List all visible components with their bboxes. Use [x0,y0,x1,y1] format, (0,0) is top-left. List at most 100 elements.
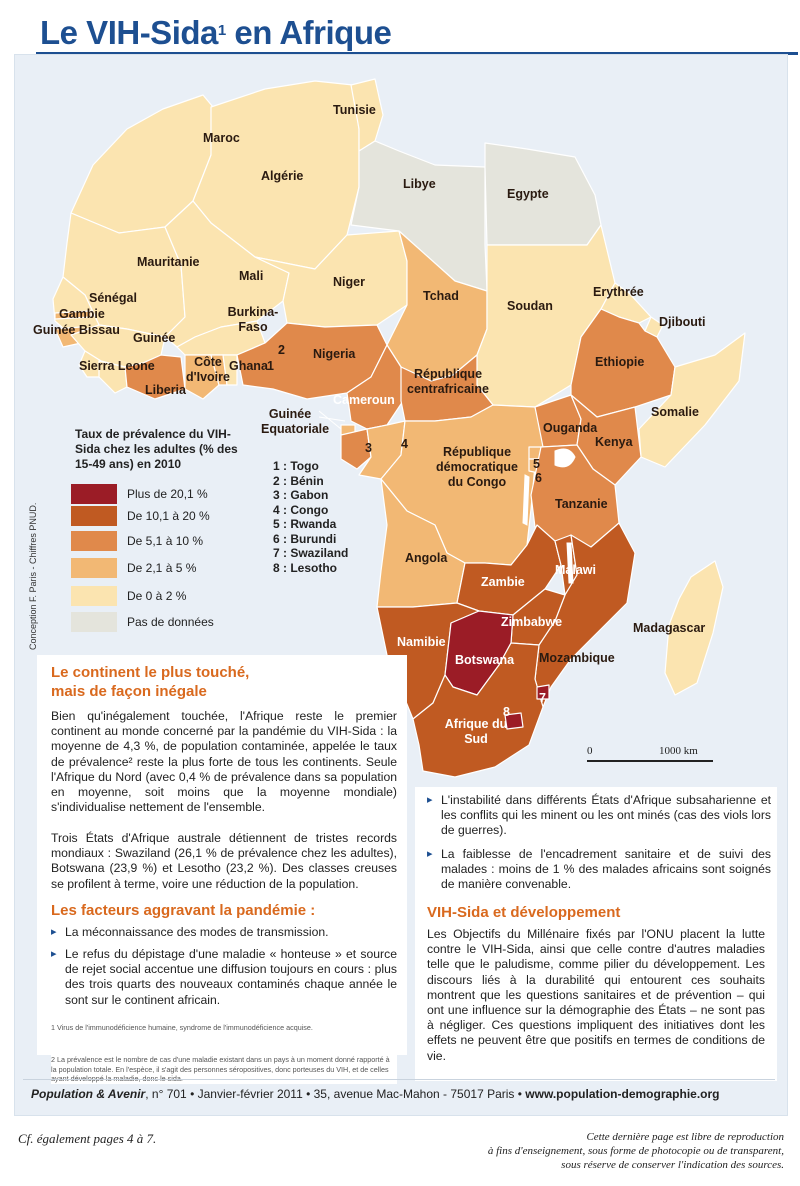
label-num-5: 5 [533,457,540,471]
legend-row-5: De 0 à 2 % [71,585,186,607]
label-botswana: Botswana [455,653,515,667]
reproduction-line-2: à fins d'enseignement, sous forme de pho… [487,1145,784,1157]
legend-swatch-6 [71,612,117,632]
label-num-2: 2 [278,343,285,357]
label-cote-ivoire: Côte d'Ivoire [186,355,230,384]
label-num-1: 1 [267,359,274,373]
lake-victoria-icon [554,448,576,468]
label-somalie: Somalie [651,405,699,419]
numbered-item: 2 : Bénin [273,473,324,488]
footer-url[interactable]: www.population-demographie.org [525,1087,720,1101]
label-erythree: Erythrée [593,285,644,299]
label-rdc: République démocratique du Congo [436,445,518,489]
section2-heading: Les facteurs aggravant la pandémie : [51,902,316,919]
scale-zero: 0 [587,745,593,757]
see-also-note: Cf. également pages 4 à 7. [18,1131,157,1146]
label-tunisie: Tunisie [333,103,376,117]
label-rca: République centrafricaine [407,367,489,396]
label-guinee-eq: Guinée Equatoriale [261,407,330,436]
region-libye [350,140,488,292]
label-burkina: Burkina-Faso [227,305,279,334]
label-namibie: Namibie [397,635,446,649]
label-gambie: Gambie [59,307,105,321]
scale-label: 1000 km [659,745,698,757]
guinee-eq-leader-line [318,410,346,430]
legend-label-4: De 2,1 à 5 % [127,561,197,575]
label-ghana: Ghana [229,359,268,373]
bullet-1: La méconnaissance des modes de transmiss… [51,925,397,940]
footer-rule [23,1079,775,1080]
label-num-8: 8 [503,705,510,719]
source-credit: Conception F. Paris - Chiffres PNUD. [28,502,38,650]
scale-bar: 0 1000 km [587,745,767,769]
label-ethiopie: Ethiopie [595,355,645,369]
text-box-left: Le continent le plus touché, mais de faç… [37,655,407,1055]
label-maroc: Maroc [203,131,240,145]
label-guinee: Guinée [133,331,176,345]
bullet-2: Le refus du dépistage d'une maladie « ho… [51,947,397,1008]
label-guinee-bissau: Guinée Bissau [33,323,120,337]
label-libye: Libye [403,177,436,191]
region-sierra-leone [78,350,102,378]
footer-line: Population & Avenir, n° 701 • Janvier-fé… [31,1087,771,1101]
label-mali: Mali [239,269,264,283]
legend-title: Taux de prévalence du VIH-Sida chez les … [75,427,238,471]
label-zambie: Zambie [481,575,525,589]
bullet-4: La faiblesse de l'encadrement sanitaire … [427,847,771,893]
region-soudan [476,224,616,408]
section3-heading: VIH-Sida et développement [427,904,621,921]
legend-label-5: De 0 à 2 % [127,589,187,603]
section1-heading-line2: mais de façon inégale [51,683,207,700]
label-num-4: 4 [401,437,408,451]
numbered-item: 8 : Lesotho [273,560,338,575]
label-mauritanie: Mauritanie [137,255,200,269]
numbered-item: 1 : Togo [273,459,319,473]
reproduction-line-3: sous réserve de conserver l'indication d… [561,1159,784,1171]
label-malawi: Malawi [555,563,596,577]
section1-para1: Bien qu'inégalement touchée, l'Afrique r… [51,709,397,815]
reproduction-note: Cette dernière page est libre de reprodu… [484,1130,784,1172]
label-kenya: Kenya [595,435,633,449]
legend-swatch-4 [71,558,117,578]
footer-magazine: Population & Avenir [31,1087,146,1101]
label-madagascar: Madagascar [633,621,706,635]
region-madagascar [664,560,724,696]
legend-swatch-2 [71,506,117,526]
legend-row-3: De 5,1 à 10 % [71,530,203,552]
label-algerie: Algérie [261,169,304,183]
label-num-3: 3 [365,441,372,455]
label-liberia: Liberia [145,383,186,397]
label-angola: Angola [405,551,448,565]
label-cameroun: Cameroun [333,393,395,407]
region-swaziland [536,684,550,700]
label-nigeria: Nigeria [313,347,356,361]
section1-heading: Le continent le plus touché, mais de faç… [51,663,249,701]
legend-row-1: Plus de 20,1 % [71,483,208,505]
label-tanzanie: Tanzanie [555,497,608,511]
label-num-7: 7 [539,691,546,705]
numbered-item: 5 : Rwanda [273,517,337,531]
label-sierra-leone: Sierra Leone [79,359,155,373]
label-afrique-sud: Afrique du Sud [444,717,508,746]
footer-issue: , n° 701 • Janvier-février 2011 • 35, av… [145,1087,526,1101]
region-lesotho [504,712,524,730]
lake-tanganyika-icon [522,474,530,526]
legend-row-4: De 2,1 à 5 % [71,557,196,579]
legend-label-2: De 10,1 à 20 % [127,509,210,523]
footnote-1: 1 Virus de l'immunodéficience humaine, s… [51,1023,313,1032]
section3-para: Les Objectifs du Millénaire fixés par l'… [427,927,765,1063]
label-soudan: Soudan [507,299,553,313]
bullet-3: L'instabilité dans différents États d'Af… [427,793,771,839]
legend-swatch-1 [71,484,117,504]
region-gabon [340,428,372,470]
page-title: Le VIH-Sida1 en Afrique [40,14,392,51]
label-tchad: Tchad [423,289,459,303]
label-egypte: Egypte [507,187,549,201]
region-liberia [98,360,128,394]
region-gambie [54,310,92,320]
label-niger: Niger [333,275,365,289]
legend-label-1: Plus de 20,1 % [127,487,208,501]
numbered-item: 3 : Gabon [273,488,329,502]
reproduction-line-1: Cette dernière page est libre de reprodu… [586,1131,784,1143]
text-box-right: L'instabilité dans différents États d'Af… [415,787,777,1081]
